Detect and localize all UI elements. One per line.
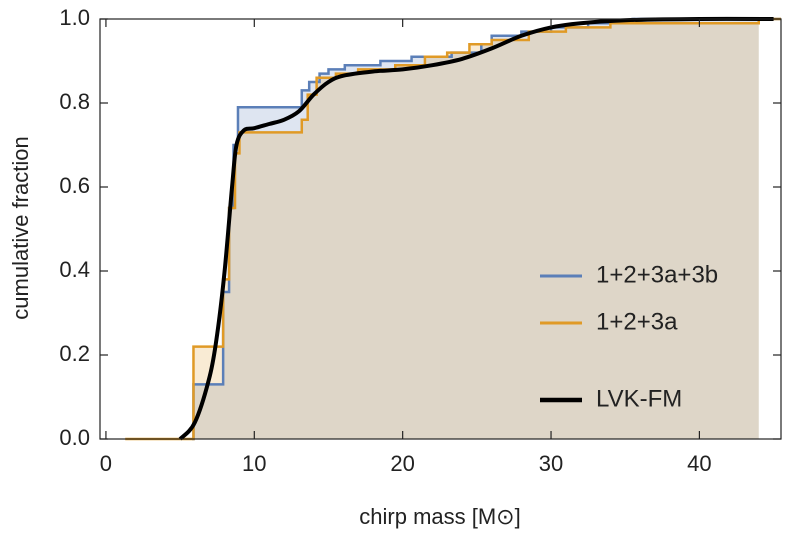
y-tick-label: 0.6 xyxy=(59,173,90,198)
y-tick-label: 0.2 xyxy=(59,341,90,366)
legend-label: LVK-FM xyxy=(596,385,682,412)
y-axis-label: cumulative fraction xyxy=(8,136,33,319)
y-tick-label: 0.8 xyxy=(59,89,90,114)
x-tick-label: 20 xyxy=(390,451,414,476)
y-tick-label: 1.0 xyxy=(59,5,90,30)
series-line xyxy=(178,16,774,441)
step-area xyxy=(191,19,759,439)
x-axis-label: chirp mass [M⊙] xyxy=(359,504,520,529)
plot-frame xyxy=(99,18,782,440)
y-tick-label: 0.4 xyxy=(59,257,90,282)
x-tick-label: 0 xyxy=(100,451,112,476)
x-tick-label: 40 xyxy=(687,451,711,476)
legend-label: 1+2+3a+3b xyxy=(596,261,718,288)
legend-label: 1+2+3a xyxy=(596,308,678,335)
x-tick-label: 30 xyxy=(539,451,563,476)
step-area xyxy=(125,19,759,439)
x-tick-label: 10 xyxy=(242,451,266,476)
y-tick-label: 0.0 xyxy=(59,425,90,450)
